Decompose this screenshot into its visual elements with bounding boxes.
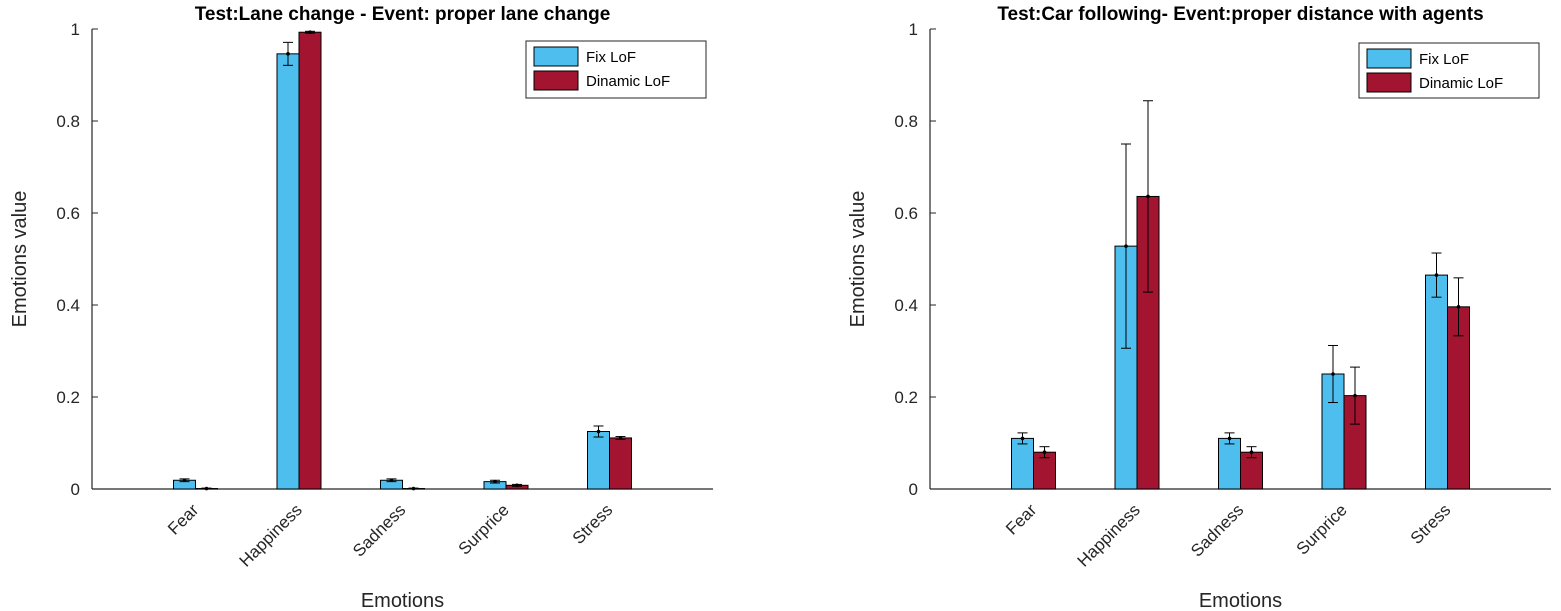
x-tick-label: Surprice bbox=[1293, 500, 1351, 558]
x-tick-label: Happiness bbox=[236, 500, 306, 570]
legend-swatch bbox=[533, 70, 579, 91]
x-tick-label: Sadness bbox=[349, 500, 409, 560]
chart-title: Test:Lane change - Event: proper lane ch… bbox=[195, 4, 611, 25]
mean-marker bbox=[1456, 305, 1461, 309]
x-axis-label: Emotions bbox=[1199, 590, 1282, 611]
mean-marker bbox=[1331, 372, 1335, 376]
y-tick-label: 0 bbox=[71, 480, 80, 499]
bar-dinamic-lof bbox=[298, 31, 322, 490]
y-tick-label: 0.2 bbox=[894, 388, 918, 407]
x-tick-label: Sadness bbox=[1187, 500, 1247, 560]
legend: Fix LoF Dinamic LoF bbox=[1358, 42, 1540, 99]
legend-swatch bbox=[1366, 72, 1412, 93]
legend-label: Fix LoF bbox=[586, 49, 636, 66]
legend-label: Dinamic LoF bbox=[586, 73, 670, 90]
mean-marker bbox=[1227, 436, 1232, 441]
y-tick-label: 0.8 bbox=[56, 112, 80, 131]
bar-fix-lof bbox=[587, 431, 610, 490]
y-tick-label: 1 bbox=[71, 20, 80, 39]
chart-panel-2: 0 0.2 0.4 0.6 0.8 1 Fear Happiness Sadness Surpri… bbox=[847, 4, 1551, 611]
x-tick-label: Stress bbox=[1407, 500, 1455, 548]
mean-marker bbox=[493, 479, 497, 484]
x-tick-label: Surprice bbox=[455, 500, 513, 558]
mean-marker bbox=[1353, 393, 1357, 398]
x-tick-label: Stress bbox=[569, 500, 617, 548]
x-axis-label: Emotions bbox=[361, 590, 444, 611]
mean-marker bbox=[182, 478, 187, 483]
y-axis-label: Emotions value bbox=[9, 191, 31, 328]
y-tick-label: 0.4 bbox=[56, 296, 80, 315]
bar-fix-lof bbox=[276, 53, 300, 490]
mean-marker bbox=[515, 483, 519, 488]
mean-marker bbox=[286, 52, 290, 56]
legend-label: Dinamic LoF bbox=[1419, 75, 1503, 92]
mean-marker bbox=[1146, 194, 1150, 199]
y-tick-label: 0.6 bbox=[894, 204, 918, 223]
y-tick-label: 0 bbox=[909, 480, 918, 499]
mean-marker bbox=[411, 486, 416, 491]
bar-fix-lof bbox=[1011, 437, 1034, 490]
mean-marker bbox=[1042, 450, 1047, 455]
legend-swatch bbox=[533, 46, 579, 67]
y-tick-label: 0.2 bbox=[56, 388, 80, 407]
legend-label: Fix LoF bbox=[1419, 51, 1469, 68]
x-tick-label: Happiness bbox=[1074, 500, 1144, 570]
mean-marker bbox=[204, 486, 209, 491]
mean-marker bbox=[1434, 273, 1439, 277]
mean-marker bbox=[1124, 244, 1128, 248]
mean-marker bbox=[618, 436, 623, 440]
x-tick-label: Fear bbox=[164, 500, 202, 538]
bar-dinamic-lof bbox=[609, 437, 632, 490]
mean-marker bbox=[389, 478, 394, 483]
y-tick-label: 0.4 bbox=[894, 296, 918, 315]
y-tick-label: 0.8 bbox=[894, 112, 918, 131]
bar-fix-lof bbox=[1425, 274, 1448, 490]
mean-marker bbox=[308, 30, 312, 35]
mean-marker bbox=[1020, 436, 1025, 441]
chart-title: Test:Car following- Event:proper distanc… bbox=[997, 4, 1483, 25]
bar-fix-lof bbox=[1218, 437, 1241, 490]
legend: Fix LoF Dinamic LoF bbox=[525, 40, 707, 99]
mean-marker bbox=[1249, 450, 1254, 455]
y-tick-label: 1 bbox=[909, 20, 918, 39]
chart-panel-1: 0 0.2 0.4 0.6 0.8 1 Fear Happiness Sadness Surpri… bbox=[9, 4, 713, 611]
y-tick-label: 0.6 bbox=[56, 204, 80, 223]
x-tick-label: Fear bbox=[1002, 500, 1040, 538]
legend-swatch bbox=[1366, 48, 1412, 69]
mean-marker bbox=[596, 429, 601, 434]
y-axis-label: Emotions value bbox=[847, 191, 869, 328]
